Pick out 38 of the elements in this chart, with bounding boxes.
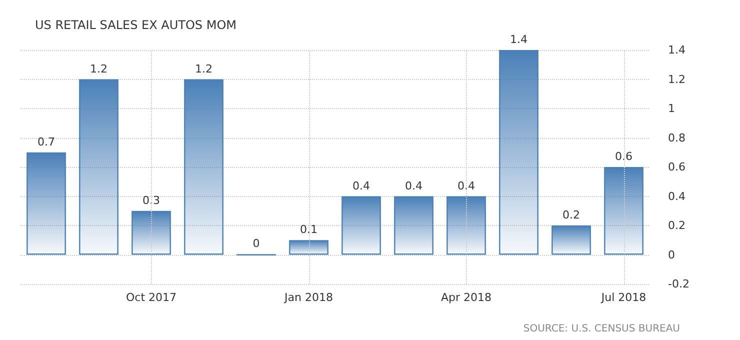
bar	[604, 167, 644, 255]
y-tick-label: 0.6	[668, 160, 686, 174]
data-label: 0.7	[38, 135, 55, 148]
y-tick-label: 0.2	[668, 219, 686, 232]
bar	[552, 226, 591, 255]
data-label: 0.6	[615, 150, 632, 163]
data-label: 0.4	[458, 179, 475, 192]
bar	[26, 152, 66, 255]
data-label: 0.1	[300, 223, 318, 236]
source-note: SOURCE: U.S. CENSUS BUREAU	[523, 324, 680, 334]
bar	[394, 196, 434, 255]
data-label: 1.4	[510, 33, 528, 46]
data-label: 1.2	[195, 62, 212, 76]
y-tick-label: 0.4	[668, 190, 686, 203]
bar	[132, 210, 171, 255]
data-label: 0	[252, 237, 260, 250]
bar	[79, 79, 118, 255]
data-label: 0.3	[142, 194, 160, 207]
y-tick-label: 1.4	[668, 44, 686, 56]
data-label: 0.4	[352, 179, 370, 192]
x-tick-label: Apr 2018	[440, 291, 492, 304]
y-tick-label: 0	[668, 248, 675, 262]
x-tick-label: Jul 2018	[600, 291, 646, 304]
bar	[289, 240, 328, 255]
bar	[446, 196, 486, 255]
y-tick-label: 1	[668, 102, 675, 115]
bar	[184, 79, 224, 255]
chart-title: US RETAIL SALES EX AUTOS MOM	[35, 18, 236, 32]
data-label: 0.2	[562, 208, 580, 222]
bar	[499, 50, 538, 255]
data-label: 0.4	[405, 179, 422, 192]
x-tick-label: Jan 2018	[284, 291, 333, 304]
bar	[342, 196, 381, 255]
y-tick-label: 1.2	[668, 72, 686, 86]
y-tick-label: -0.2	[668, 278, 690, 290]
x-tick-label: Oct 2017	[126, 291, 177, 304]
y-tick-label: 0.8	[668, 131, 686, 144]
data-label: 1.2	[90, 62, 108, 76]
